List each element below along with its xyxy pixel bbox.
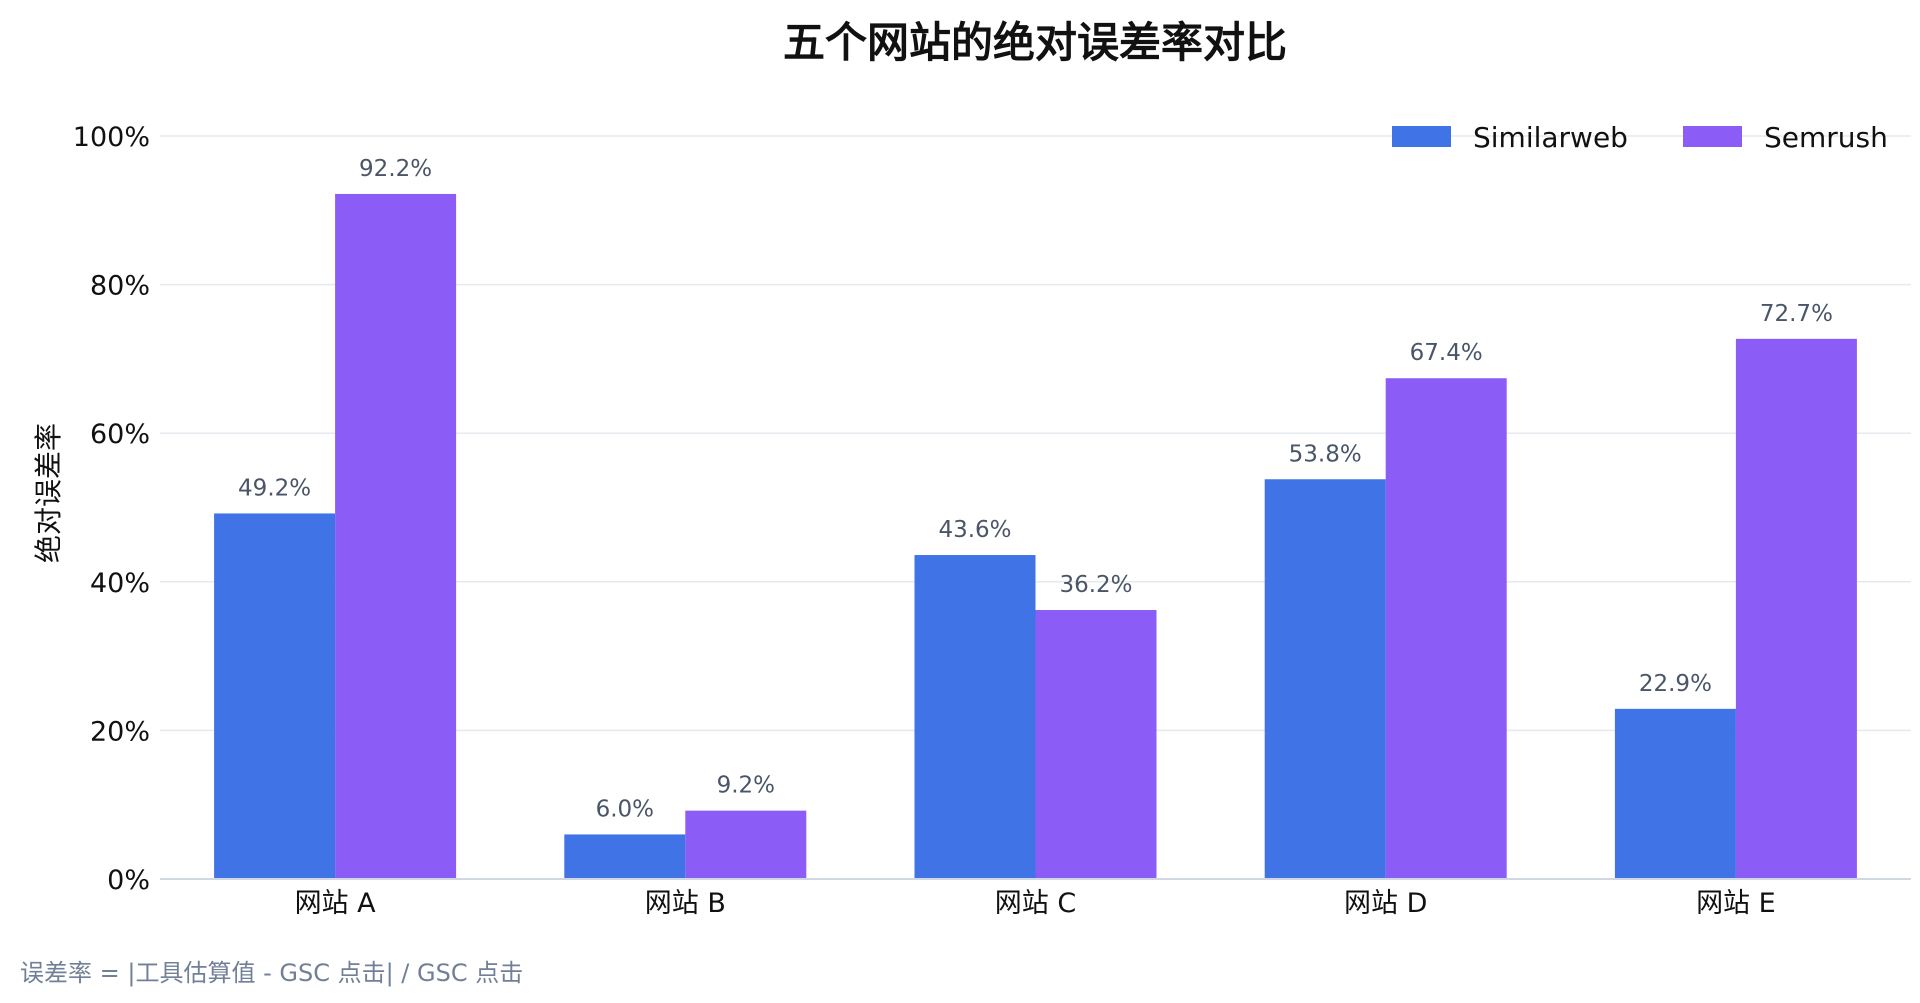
data-label-similarweb-1: 49.2% <box>238 475 311 501</box>
data-label-semrush-2: 9.2% <box>717 773 775 799</box>
bar-data-labels: 49.2% 92.2% 6.0% 9.2% 43.6% 36.2% 53.8% 67.4% 22… <box>238 156 1833 822</box>
legend-swatch-semrush <box>1683 126 1742 147</box>
x-tick-label: 网站 E <box>1696 888 1776 919</box>
y-tick-label: 40% <box>90 568 150 599</box>
bar-similarweb-1 <box>214 513 336 879</box>
x-tick-label: 网站 C <box>995 888 1076 919</box>
y-tick-label: 20% <box>90 716 150 747</box>
data-label-semrush-3: 36.2% <box>1059 572 1132 598</box>
chart-title: 五个网站的绝对误差率对比 <box>783 18 1287 67</box>
bars <box>214 193 1857 880</box>
legend-label-semrush: Semrush <box>1764 121 1888 154</box>
data-label-similarweb-5: 22.9% <box>1639 671 1712 697</box>
bar-semrush-1 <box>335 193 457 880</box>
x-axis-ticks: 网站 A 网站 B 网站 C 网站 D 网站 E <box>295 888 1776 919</box>
legend-swatch-similarweb <box>1392 126 1451 147</box>
bar-semrush-3 <box>1035 610 1157 879</box>
legend-label-similarweb: Similarweb <box>1473 121 1628 154</box>
y-tick-label: 60% <box>90 419 150 450</box>
legend: Similarweb Semrush <box>1392 121 1888 154</box>
data-label-semrush-5: 72.7% <box>1760 301 1833 327</box>
data-label-similarweb-4: 53.8% <box>1289 441 1362 467</box>
bar-similarweb-3 <box>914 555 1036 879</box>
x-tick-label: 网站 D <box>1344 888 1427 919</box>
bar-semrush-4 <box>1385 378 1507 879</box>
bar-similarweb-5 <box>1614 708 1736 879</box>
data-label-similarweb-2: 6.0% <box>596 796 654 822</box>
data-label-similarweb-3: 43.6% <box>938 517 1011 543</box>
y-tick-label: 100% <box>73 122 150 153</box>
x-tick-label: 网站 A <box>295 888 377 919</box>
x-tick-label: 网站 B <box>645 888 726 919</box>
y-axis-label: 绝对误差率 <box>32 423 65 563</box>
y-axis-ticks: 0% 20% 40% 60% 80% 100% <box>73 122 150 896</box>
bar-similarweb-4 <box>1264 479 1386 879</box>
bar-semrush-5 <box>1735 338 1857 879</box>
bar-semrush-2 <box>685 810 807 879</box>
bar-similarweb-2 <box>564 834 686 879</box>
y-tick-label: 0% <box>107 865 150 896</box>
data-label-semrush-4: 67.4% <box>1410 340 1483 366</box>
data-label-semrush-1: 92.2% <box>359 156 432 182</box>
footnote: 误差率 = |工具估算值 - GSC 点击| / GSC 点击 <box>20 959 523 987</box>
y-tick-label: 80% <box>90 271 150 302</box>
